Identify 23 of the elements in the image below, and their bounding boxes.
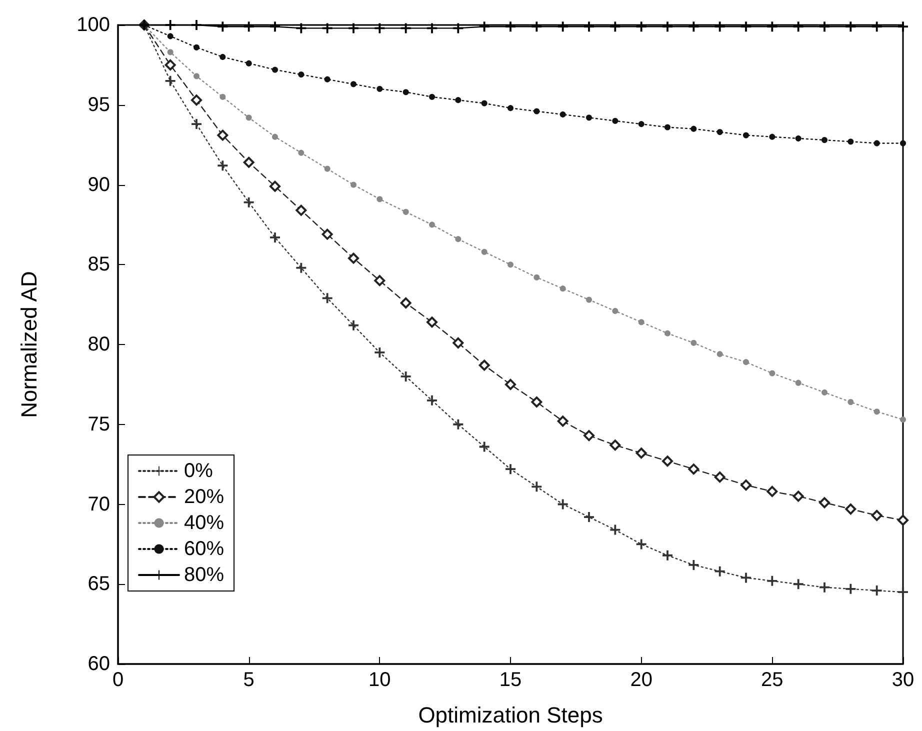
y-tick-label: 80	[88, 334, 110, 356]
x-tick-label: 15	[499, 669, 522, 691]
x-tick-label: 20	[630, 669, 652, 691]
legend-label: 0%	[184, 460, 214, 482]
y-tick-label: 90	[88, 174, 110, 196]
y-tick-label: 75	[88, 413, 110, 436]
legend-label: 20%	[184, 486, 224, 508]
y-tick-label: 100	[76, 14, 110, 36]
y-tick-label: 70	[88, 493, 110, 516]
x-tick-label: 10	[368, 669, 391, 691]
x-tick-label: 0	[112, 669, 124, 691]
y-tick-label: 60	[88, 653, 110, 675]
y-tick-label: 85	[88, 254, 110, 276]
legend-label: 40%	[184, 512, 224, 534]
y-tick-label: 65	[88, 573, 110, 596]
y-axis-title: Normalized AD	[16, 271, 42, 418]
legend-label: 60%	[184, 538, 224, 560]
x-tick-label: 25	[761, 669, 784, 691]
x-tick-label: 5	[243, 669, 254, 691]
legend-label: 80%	[184, 564, 224, 586]
y-tick-label: 95	[88, 94, 110, 116]
x-tick-label: 30	[892, 669, 914, 691]
x-axis-title: Optimization Steps	[418, 702, 603, 728]
